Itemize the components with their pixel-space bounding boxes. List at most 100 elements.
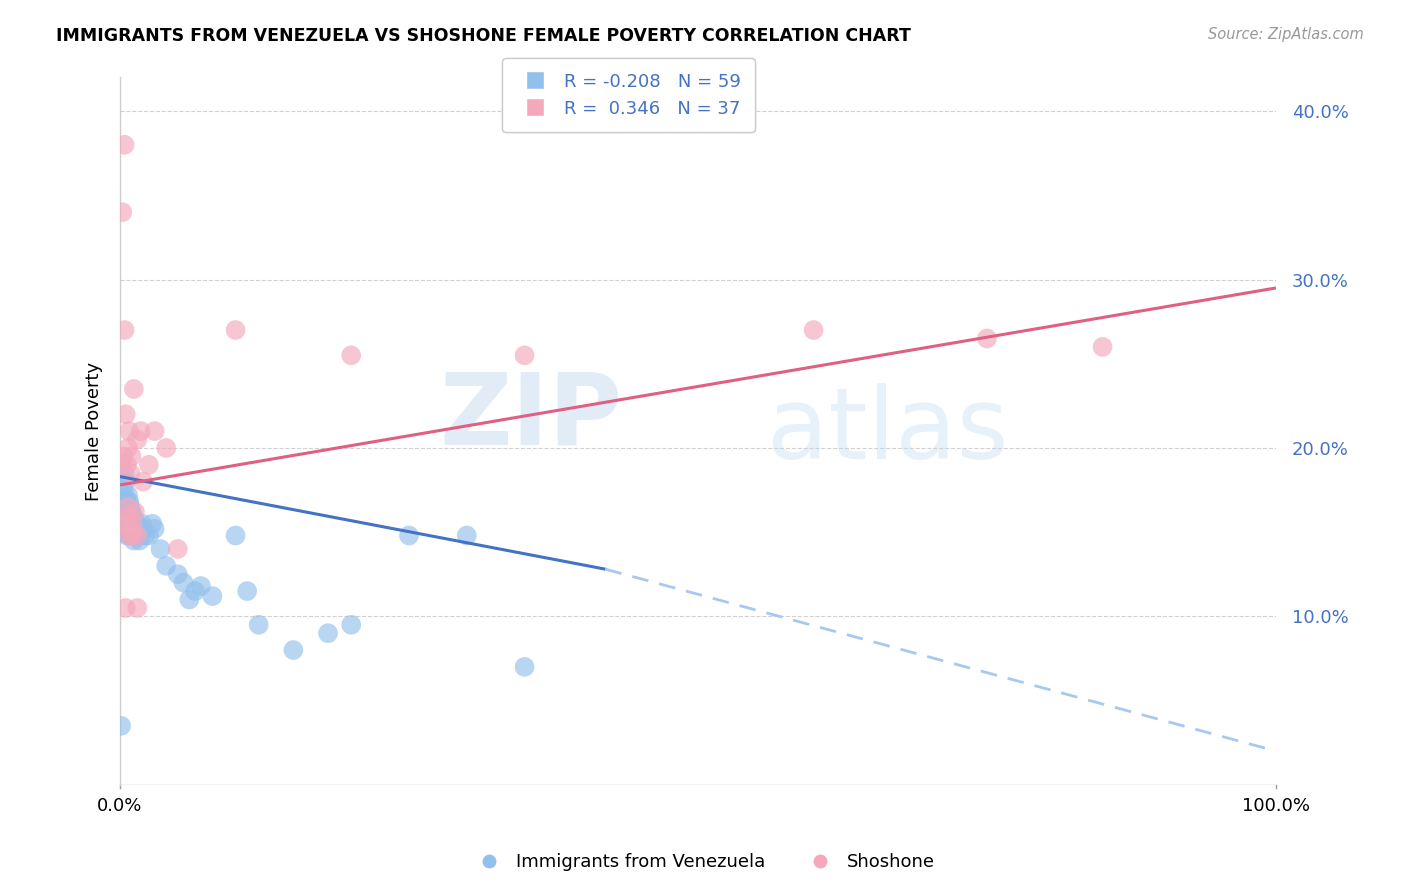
- Point: [149, 541, 172, 556]
- Point: [122, 511, 145, 525]
- Point: [201, 589, 224, 603]
- Point: [117, 488, 139, 502]
- Point: [118, 495, 141, 509]
- Point: [114, 525, 136, 540]
- Point: [190, 579, 212, 593]
- Point: [121, 528, 143, 542]
- Point: [398, 528, 420, 542]
- Point: [129, 528, 152, 542]
- Point: [110, 719, 132, 733]
- Point: [111, 491, 134, 506]
- Point: [127, 516, 149, 531]
- Point: [118, 528, 141, 542]
- Point: [143, 522, 166, 536]
- Point: [124, 505, 146, 519]
- Text: Source: ZipAtlas.com: Source: ZipAtlas.com: [1208, 27, 1364, 42]
- Legend: R = -0.208   N = 59, R =  0.346   N = 37: R = -0.208 N = 59, R = 0.346 N = 37: [502, 58, 755, 132]
- Point: [803, 323, 825, 337]
- Point: [110, 516, 132, 531]
- Point: [122, 525, 145, 540]
- Legend: Immigrants from Venezuela, Shoshone: Immigrants from Venezuela, Shoshone: [464, 847, 942, 879]
- Point: [115, 511, 138, 525]
- Point: [134, 528, 156, 542]
- Point: [114, 601, 136, 615]
- Point: [513, 348, 536, 362]
- Point: [127, 528, 149, 542]
- Point: [111, 205, 134, 219]
- Point: [111, 458, 134, 472]
- Point: [115, 495, 138, 509]
- Point: [456, 528, 478, 542]
- Point: [117, 525, 139, 540]
- Point: [236, 584, 259, 599]
- Point: [117, 441, 139, 455]
- Point: [128, 533, 150, 548]
- Point: [155, 441, 177, 455]
- Text: IMMIGRANTS FROM VENEZUELA VS SHOSHONE FEMALE POVERTY CORRELATION CHART: IMMIGRANTS FROM VENEZUELA VS SHOSHONE FE…: [56, 27, 911, 45]
- Point: [184, 584, 207, 599]
- Point: [117, 505, 139, 519]
- Point: [132, 522, 155, 536]
- Point: [114, 466, 136, 480]
- Point: [125, 528, 148, 542]
- Point: [114, 491, 136, 506]
- Point: [115, 458, 138, 472]
- Point: [114, 137, 136, 152]
- Point: [283, 643, 305, 657]
- Point: [122, 382, 145, 396]
- Point: [179, 592, 201, 607]
- Point: [225, 528, 247, 542]
- Point: [124, 522, 146, 536]
- Point: [118, 511, 141, 525]
- Point: [120, 500, 142, 514]
- Point: [129, 424, 152, 438]
- Point: [115, 516, 138, 531]
- Point: [976, 331, 998, 345]
- Point: [115, 528, 138, 542]
- Point: [173, 575, 195, 590]
- Point: [122, 533, 145, 548]
- Point: [114, 500, 136, 514]
- Point: [114, 475, 136, 489]
- Point: [121, 508, 143, 523]
- Point: [114, 508, 136, 523]
- Y-axis label: Female Poverty: Female Poverty: [86, 361, 103, 500]
- Point: [247, 617, 270, 632]
- Point: [112, 450, 135, 464]
- Point: [127, 525, 149, 540]
- Point: [127, 601, 149, 615]
- Point: [120, 516, 142, 531]
- Point: [141, 516, 163, 531]
- Point: [121, 505, 143, 519]
- Point: [143, 424, 166, 438]
- Point: [138, 528, 160, 542]
- Point: [225, 323, 247, 337]
- Point: [121, 516, 143, 531]
- Point: [111, 516, 134, 531]
- Point: [131, 516, 153, 531]
- Point: [340, 617, 363, 632]
- Point: [340, 348, 363, 362]
- Point: [513, 660, 536, 674]
- Point: [118, 528, 141, 542]
- Point: [118, 424, 141, 438]
- Point: [155, 558, 177, 573]
- Point: [166, 567, 188, 582]
- Point: [112, 483, 135, 497]
- Point: [127, 433, 149, 447]
- Point: [114, 323, 136, 337]
- Point: [114, 407, 136, 421]
- Text: ZIP: ZIP: [440, 368, 623, 466]
- Point: [121, 450, 143, 464]
- Point: [112, 508, 135, 523]
- Point: [316, 626, 339, 640]
- Text: atlas: atlas: [768, 383, 1010, 480]
- Point: [121, 528, 143, 542]
- Point: [132, 475, 155, 489]
- Point: [121, 525, 143, 540]
- Point: [114, 516, 136, 531]
- Point: [117, 500, 139, 514]
- Point: [118, 508, 141, 523]
- Point: [166, 541, 188, 556]
- Point: [138, 458, 160, 472]
